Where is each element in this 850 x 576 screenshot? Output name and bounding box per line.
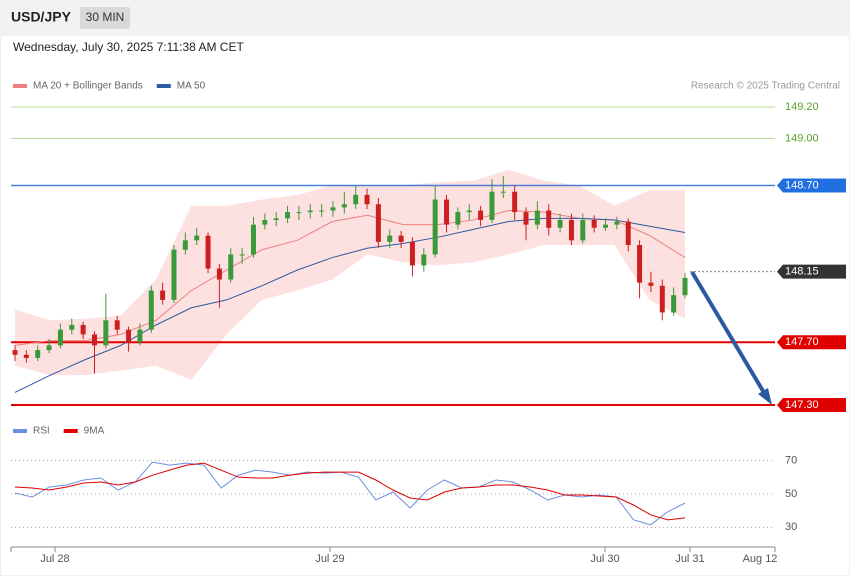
x-tick-label: Jul 30 [590, 553, 619, 565]
candle-body [432, 199, 438, 255]
candle-body [228, 254, 234, 280]
candle-body [46, 345, 52, 351]
candle-body [273, 218, 279, 220]
legend-label: MA 20 + Bollinger Bands [33, 81, 143, 92]
candle-body [364, 194, 370, 205]
candle-body [250, 224, 256, 255]
y-tick-label: 70 [785, 455, 797, 467]
candle-body [114, 320, 120, 330]
candle-body [148, 290, 154, 330]
candle-body [341, 204, 347, 208]
candle-body [387, 235, 393, 242]
level-tag [777, 264, 846, 279]
candle-body [262, 219, 268, 225]
candle-body [534, 210, 540, 225]
legend-label: RSI [33, 426, 50, 437]
candle-body [319, 210, 325, 212]
candle-body [478, 210, 484, 220]
candle-body [671, 295, 677, 313]
level-label: 148.15 [785, 266, 819, 278]
candle-body [591, 219, 597, 228]
level-tag [777, 397, 846, 412]
level-tag [777, 335, 846, 350]
candle-body [103, 320, 109, 346]
y-tick-label: 50 [785, 488, 797, 500]
candle-body [239, 254, 245, 256]
x-tick-label: Jul 29 [315, 553, 344, 565]
x-tick-label: Jul 31 [675, 553, 704, 565]
bollinger-band [15, 169, 685, 380]
candle-body [69, 324, 75, 330]
interval[interactable]: 30 MIN [86, 10, 125, 24]
candle-body [80, 324, 86, 335]
y-tick-label: 30 [785, 521, 797, 533]
candle-body [296, 212, 302, 214]
candle-body [23, 354, 29, 358]
header-bar [0, 0, 850, 36]
candle-body [205, 235, 211, 269]
credit: Research © 2025 Trading Central [691, 81, 840, 92]
candle-body [421, 254, 427, 266]
candle-body [182, 240, 188, 250]
candle-body [12, 350, 18, 355]
candle-body [137, 329, 143, 343]
candle-body [330, 207, 336, 211]
rsi-line [14, 462, 686, 521]
candle-body [648, 282, 654, 286]
candle-body [171, 249, 177, 300]
forecast-arrowhead [758, 388, 772, 405]
candle-body [353, 194, 359, 205]
candle-body [409, 241, 415, 266]
rsi-line [14, 461, 686, 526]
candle-body [126, 329, 132, 343]
candle-body [91, 334, 97, 346]
candle-body [659, 285, 665, 313]
level-label: 148.70 [785, 179, 819, 191]
candle-body [489, 191, 495, 220]
candle-body [466, 210, 472, 213]
level-label: 149.20 [785, 101, 819, 113]
candle-body [523, 212, 529, 225]
legend-swatch [156, 84, 171, 88]
level-label: 147.30 [785, 399, 819, 411]
candle-body [512, 191, 518, 213]
candle-body [444, 199, 450, 225]
legend-swatch [13, 429, 27, 433]
candle-body [682, 277, 688, 296]
candle-body [216, 268, 222, 280]
candle-body [625, 221, 631, 246]
candle-body [546, 210, 552, 228]
candle-body [580, 219, 586, 241]
level-label: 149.00 [785, 132, 819, 144]
candle-body [398, 235, 404, 242]
candle-body [35, 350, 41, 358]
timestamp: Wednesday, July 30, 2025 7:11:38 AM CET [13, 40, 244, 54]
symbol: USD/JPY [11, 9, 72, 25]
forecast-arrow [690, 270, 768, 398]
candle-body [307, 210, 313, 213]
candle-body [285, 212, 291, 219]
candle-body [568, 219, 574, 241]
candle-body [57, 329, 63, 346]
candle-body [557, 219, 563, 228]
legend-swatch [13, 84, 27, 88]
level-label: 147.70 [785, 336, 819, 348]
x-tick-label: Jul 28 [40, 553, 69, 565]
legend-label: MA 50 [177, 81, 206, 92]
candle-body [500, 191, 506, 193]
candle-body [603, 224, 609, 228]
x-tick-label: Aug 12 [743, 553, 778, 565]
candle-body [614, 221, 620, 225]
candle-body [194, 235, 200, 241]
candle-body [455, 212, 461, 225]
candle-body [375, 204, 381, 242]
candle-body [160, 290, 166, 300]
legend-label: 9MA [84, 426, 105, 437]
candle-body [637, 245, 643, 283]
interval-badge[interactable] [80, 7, 130, 29]
legend-swatch [63, 429, 78, 433]
level-tag [777, 178, 846, 193]
